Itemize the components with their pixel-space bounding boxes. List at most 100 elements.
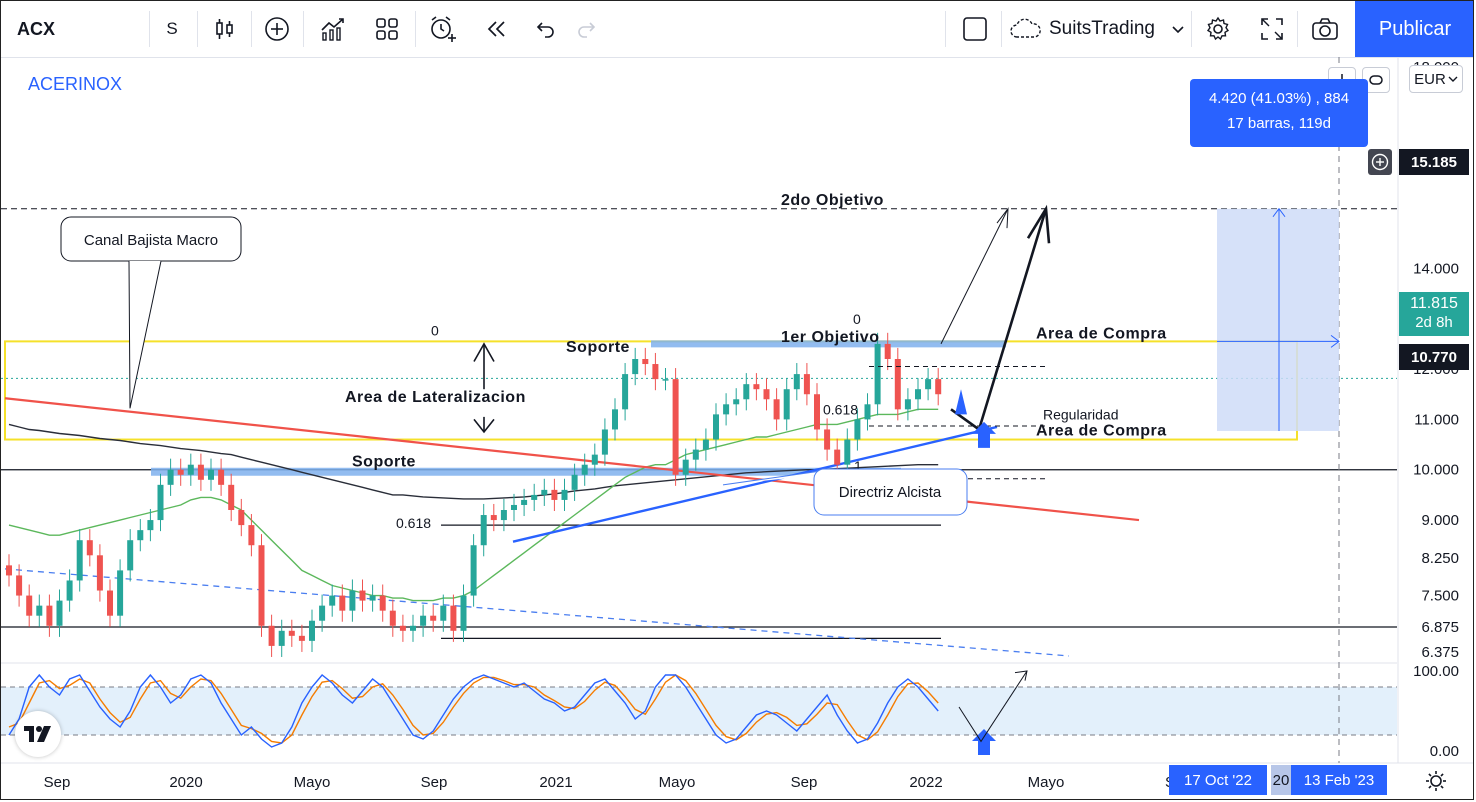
- publish-label: Publicar: [1378, 17, 1452, 40]
- candle-body: [268, 625, 275, 646]
- fib-label-0-right: 0: [853, 311, 861, 327]
- candle: [197, 453, 204, 491]
- candle: [26, 584, 33, 627]
- candle-body: [612, 409, 618, 430]
- price-tick-label: 8.250: [1421, 550, 1459, 567]
- candle-body: [86, 540, 93, 556]
- candle: [359, 579, 366, 612]
- candle-body: [127, 540, 134, 571]
- toolbar-divider: [149, 11, 150, 47]
- candle-body: [460, 595, 467, 631]
- symbol-title: ACERINOX: [28, 74, 123, 94]
- price-tick-label: 6.875: [1421, 619, 1459, 636]
- currency-button[interactable]: EUR: [1409, 65, 1463, 93]
- toolbar-divider: [197, 11, 198, 47]
- candle: [601, 418, 608, 466]
- publish-button[interactable]: Publicar: [1355, 1, 1473, 57]
- candle-body: [56, 600, 63, 626]
- candle: [490, 503, 497, 532]
- candle-body: [208, 469, 214, 480]
- candle: [844, 428, 851, 476]
- regularity-label: Regularidad: [1043, 406, 1119, 422]
- candle-body: [420, 615, 427, 626]
- callout-text-directriz: Directriz Alcista: [839, 484, 942, 501]
- candle: [36, 594, 43, 627]
- candle-body: [622, 374, 629, 410]
- stop-price-value: 10.770: [1411, 348, 1457, 366]
- candle: [814, 383, 820, 441]
- chart-type-button[interactable]: [205, 9, 245, 49]
- candle: [147, 508, 154, 542]
- soporte-upper-label: Soporte: [566, 339, 630, 356]
- toolbar-divider: [1297, 11, 1298, 47]
- candle-body: [177, 469, 184, 475]
- candle-body: [359, 590, 366, 601]
- compare-button[interactable]: [257, 9, 297, 49]
- candle: [16, 564, 23, 607]
- candle: [339, 584, 346, 622]
- candle-body: [218, 469, 225, 485]
- layout-button[interactable]: [955, 9, 995, 49]
- snapshot-button[interactable]: [1303, 9, 1347, 49]
- measure-tooltip: 4.420 (41.03%) , 884 17 barras, 119d: [1190, 79, 1368, 147]
- candle: [500, 498, 507, 532]
- last-price-value: 11.815: [1410, 295, 1458, 312]
- target-price-label: 15.185: [1399, 149, 1469, 175]
- candle-body: [96, 555, 103, 591]
- symbol-search-button[interactable]: ACX: [11, 9, 87, 49]
- alert-button[interactable]: [421, 9, 465, 49]
- settings-button[interactable]: [1197, 9, 1239, 49]
- interval-label: S: [166, 19, 178, 38]
- undo-button[interactable]: [525, 9, 565, 49]
- candle-body: [531, 494, 538, 500]
- currency-label: EUR: [1414, 70, 1446, 88]
- last-price-countdown: 2d 8h: [1415, 314, 1453, 331]
- time-tick-label: 2021: [539, 774, 572, 791]
- candle: [904, 388, 911, 421]
- camera-icon: [1312, 18, 1338, 40]
- redo-button[interactable]: [567, 9, 607, 49]
- candle: [228, 473, 235, 522]
- candle-body: [399, 625, 406, 631]
- candle-body: [450, 605, 457, 631]
- candle-body: [389, 610, 396, 626]
- templates-button[interactable]: [365, 9, 409, 49]
- undo-icon: [536, 22, 554, 38]
- candle-body: [288, 630, 295, 636]
- candle: [824, 418, 831, 461]
- stoch-d-line: [8, 674, 939, 744]
- candle: [298, 624, 305, 652]
- candle: [682, 448, 689, 486]
- time-tick-label: Sep: [44, 774, 71, 791]
- interval-button[interactable]: S: [151, 9, 193, 49]
- candle-body: [258, 545, 265, 626]
- candle-body: [248, 525, 255, 546]
- sun-settings-icon: [1426, 771, 1446, 791]
- candle-body: [702, 439, 709, 450]
- candle-body: [692, 449, 699, 460]
- replay-button[interactable]: [475, 9, 519, 49]
- candle-body: [167, 469, 174, 485]
- candle-body: [894, 359, 901, 410]
- candle: [581, 453, 588, 486]
- time-axis-settings-button[interactable]: [1421, 767, 1451, 795]
- layout-name-button[interactable]: SuitsTrading: [1009, 9, 1189, 49]
- refresh-icon: [1369, 75, 1383, 85]
- candle-body: [864, 404, 871, 420]
- logo-icon: [24, 726, 51, 742]
- candle: [480, 503, 487, 557]
- candle-body: [329, 595, 336, 606]
- candle: [218, 458, 225, 496]
- candle-body: [410, 625, 416, 631]
- indicators-button[interactable]: [311, 9, 355, 49]
- add-alert-button[interactable]: [1368, 149, 1392, 175]
- chart-canvas[interactable]: 0 0.618 0 0.618 1 2do Objetivo 1er Objetivo Sop…: [1, 57, 1474, 800]
- candle-body: [773, 399, 780, 420]
- fullscreen-button[interactable]: [1251, 9, 1293, 49]
- candle: [268, 614, 275, 657]
- candle-body: [601, 429, 608, 455]
- measure-line-1: 4.420 (41.03%) , 884: [1208, 90, 1350, 107]
- candle-body: [733, 399, 740, 405]
- candle-body: [814, 394, 820, 430]
